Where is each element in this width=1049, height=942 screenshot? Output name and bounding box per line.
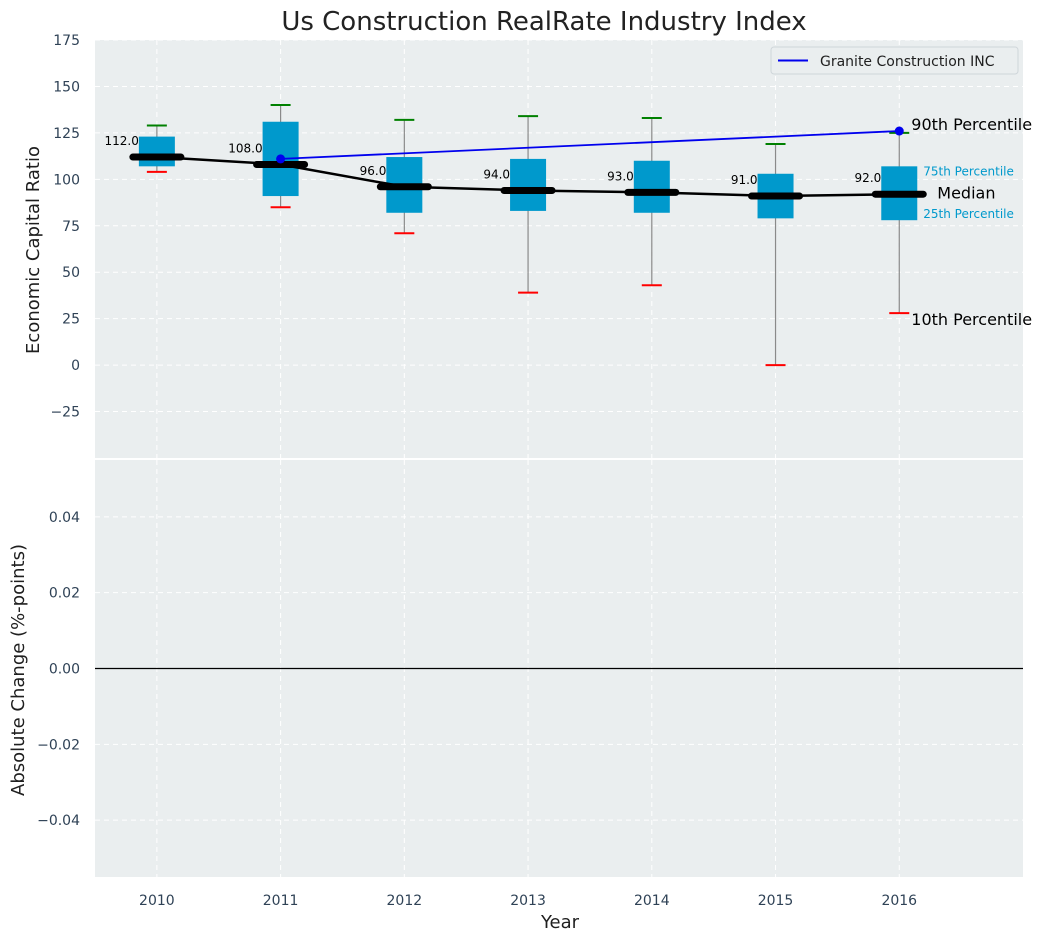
top-y-tick-label: 125 <box>53 126 80 142</box>
bottom-panel: −0.04−0.020.000.020.04 2010 2011 2012 2013 2… <box>8 460 1023 933</box>
box-2010 <box>138 136 175 167</box>
bottom-y-ticks: −0.04 −0.02 0.00 0.02 0.04 <box>37 510 80 829</box>
median-line-group: 112.0 108.0 96.0 94.0 93.0 91.0 92.0 <box>105 134 927 200</box>
top-plot-background <box>95 40 1023 458</box>
bottom-y-tick-label: 0.00 <box>49 662 80 678</box>
top-y-ticks: −25 0 25 50 75 100 125 150 175 <box>50 33 80 421</box>
x-tick-label-2015: 2015 <box>758 893 794 909</box>
top-y-tick-label: 25 <box>62 312 80 328</box>
annotation-75th-percentile: 75th Percentile <box>923 164 1014 178</box>
top-panel: −25 0 25 50 75 100 125 150 175 112.0 108.0 96.0 94.… <box>23 7 1032 458</box>
top-y-tick-label: 50 <box>62 265 80 281</box>
company-line-group <box>276 126 904 164</box>
legend-box <box>770 46 1019 75</box>
top-y-tick-label: −25 <box>50 405 80 421</box>
top-y-axis-label: Economic Capital Ratio <box>23 146 44 354</box>
box-2014 <box>633 160 670 213</box>
x-tick-label-2016: 2016 <box>881 893 917 909</box>
bottom-y-tick-label: −0.04 <box>37 813 80 829</box>
median-value-label-2012: 96.0 <box>360 164 387 178</box>
median-value-label-2010: 112.0 <box>105 134 139 148</box>
annotation-25th-percentile: 25th Percentile <box>923 207 1014 221</box>
median-value-label-2015: 91.0 <box>731 173 758 187</box>
legend-label: Granite Construction INC <box>820 54 995 70</box>
company-line <box>280 130 900 160</box>
annotation-90th-percentile: 90th Percentile <box>911 115 1032 134</box>
x-tick-label-2010: 2010 <box>139 893 175 909</box>
median-value-label-2011: 108.0 <box>228 141 262 155</box>
x-tick-label-2013: 2013 <box>510 893 546 909</box>
percentile-annotations: 90th Percentile 75th Percentile Median 25th… <box>911 115 1032 329</box>
x-tick-label-2012: 2012 <box>387 893 423 909</box>
bottom-y-tick-label: 0.02 <box>49 586 80 602</box>
top-y-tick-label: 100 <box>53 172 80 188</box>
x-axis-label: Year <box>540 912 580 933</box>
chart-title: Us Construction RealRate Industry Index <box>281 7 806 37</box>
annotation-median: Median <box>937 184 995 203</box>
x-tick-label-2014: 2014 <box>634 893 670 909</box>
top-grid <box>95 39 1023 458</box>
top-y-tick-label: 75 <box>62 219 80 235</box>
bottom-y-axis-label: Absolute Change (%-points) <box>8 544 29 796</box>
annotation-10th-percentile: 10th Percentile <box>911 310 1032 329</box>
top-y-tick-label: 150 <box>53 79 80 95</box>
bottom-y-tick-label: 0.04 <box>49 510 80 526</box>
bottom-grid <box>95 460 1023 877</box>
median-value-label-2013: 94.0 <box>483 167 510 181</box>
median-value-label-2014: 93.0 <box>607 169 634 183</box>
x-tick-label-2011: 2011 <box>263 893 299 909</box>
top-y-tick-label: 0 <box>71 358 80 374</box>
median-value-label-2016: 92.0 <box>855 171 882 185</box>
legend: Granite Construction INC <box>770 46 1019 75</box>
company-point-2016 <box>894 126 904 136</box>
company-point-2011 <box>276 154 286 164</box>
box-2013 <box>510 158 547 211</box>
bottom-y-tick-label: −0.02 <box>37 737 80 753</box>
x-ticks: 2010 2011 2012 2013 2014 2015 2016 <box>139 893 917 909</box>
top-y-tick-label: 175 <box>53 33 80 49</box>
